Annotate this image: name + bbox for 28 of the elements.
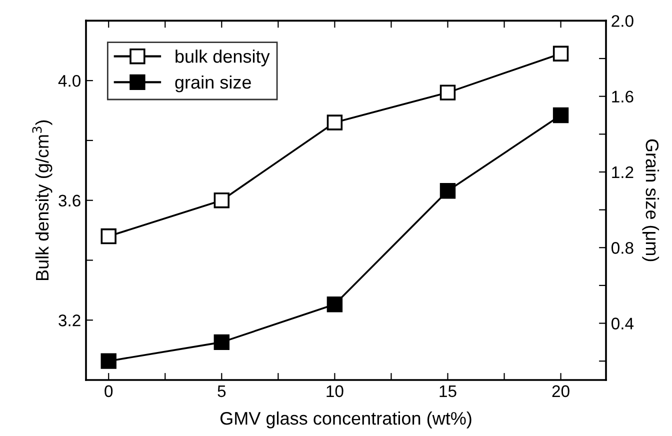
y-tick-label: 3.2 <box>58 314 80 326</box>
legend-label: bulk density <box>176 50 270 66</box>
x-axis-title: GMV glass concentration (wt%) <box>220 412 472 428</box>
point <box>326 114 343 130</box>
point <box>552 46 569 62</box>
point <box>100 353 116 369</box>
point <box>440 183 456 199</box>
point <box>100 228 116 244</box>
y-axis-title: Bulk density (g/cm$^{3}$) <box>32 120 52 280</box>
x-tick-label: 10 <box>326 385 344 398</box>
y2-axis-title: Grain size (μm) <box>642 139 660 262</box>
x-tick-label: 15 <box>440 385 456 398</box>
y2-tick-label: 0.4 <box>612 318 634 330</box>
x-tick-label: 0 <box>104 385 113 398</box>
y2-tick-label: 1.2 <box>612 166 634 178</box>
x-tick-label: 5 <box>218 385 226 398</box>
point <box>214 192 230 208</box>
point <box>326 296 343 312</box>
point <box>214 334 230 350</box>
y-tick-label: 3.6 <box>58 194 80 207</box>
point <box>552 107 569 124</box>
y2-tick-label: 0.8 <box>612 242 634 254</box>
y-tick-label: 4.0 <box>58 74 80 87</box>
y2-tick-label: 2.0 <box>612 15 634 27</box>
legend-label: grain size <box>175 75 251 92</box>
y2-tick-label: 1.6 <box>612 90 634 103</box>
point <box>440 84 456 100</box>
x-tick-label: 20 <box>552 385 570 398</box>
